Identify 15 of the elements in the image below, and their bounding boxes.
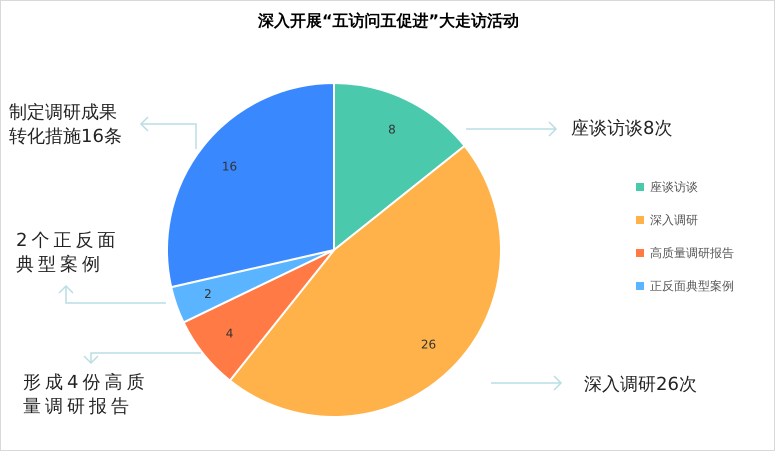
legend-label: 高质量调研报告 [650,245,734,262]
text: 形成4份高质量调研报告 [23,371,150,419]
text: 深入调研26次 [584,373,698,397]
data-label: 8 [388,122,396,137]
text: 座谈访谈8次 [571,117,674,141]
data-label: 16 [222,160,238,174]
data-label: 26 [420,337,436,352]
data-label: 4 [226,326,234,340]
legend-label: 深入调研 [650,212,698,229]
chart-title: 深入开展“五访问五促进”大走访活动 [256,11,520,32]
text: 制定调研成果转化措施16条 [9,101,123,149]
legend-label: 正反面典型案例 [650,278,734,295]
legend-label: 座谈访谈 [650,179,698,196]
text: 2个正反面典型案例 [16,229,120,277]
data-label: 2 [204,287,212,302]
